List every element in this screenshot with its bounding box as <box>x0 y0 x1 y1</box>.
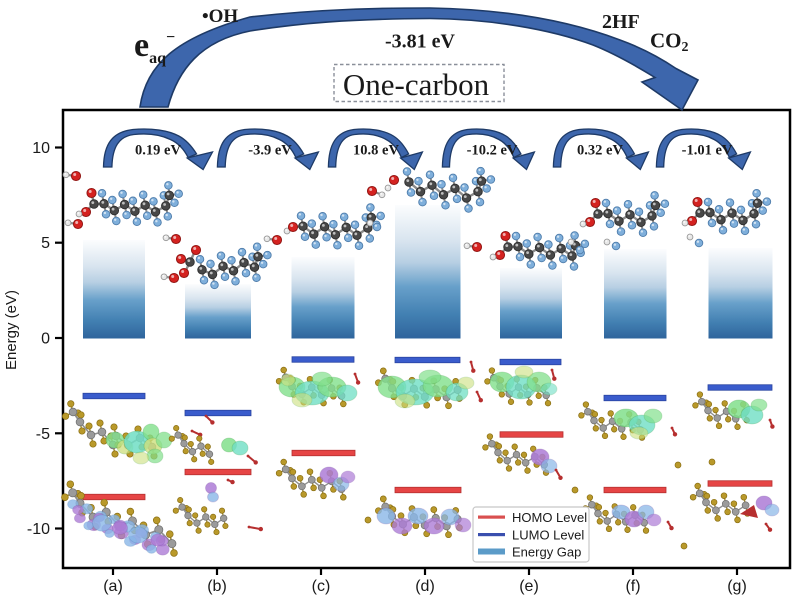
svg-text:Energy Gap: Energy Gap <box>512 545 581 560</box>
svg-text:(g): (g) <box>727 578 747 595</box>
svg-text:5: 5 <box>41 235 50 252</box>
svg-text:(c): (c) <box>312 578 331 595</box>
svg-text:-5: -5 <box>36 426 50 443</box>
svg-text:One-carbon: One-carbon <box>343 67 490 102</box>
svg-text:CO2: CO2 <box>650 29 689 56</box>
svg-text:(e): (e) <box>519 578 539 595</box>
svg-text:2HF: 2HF <box>602 11 640 33</box>
svg-text:0.19 eV: 0.19 eV <box>135 143 181 159</box>
svg-text:(a): (a) <box>103 578 123 595</box>
svg-text:-10: -10 <box>27 521 50 538</box>
svg-text:Energy (eV): Energy (eV) <box>3 290 20 370</box>
svg-text:0: 0 <box>41 331 50 348</box>
svg-text:-3.9 eV: -3.9 eV <box>248 143 292 159</box>
svg-text:(b): (b) <box>207 578 227 595</box>
svg-text:-3.81 eV: -3.81 eV <box>385 31 456 53</box>
svg-text:-1.01 eV: -1.01 eV <box>682 143 733 159</box>
svg-text:HOMO Level: HOMO Level <box>512 510 587 525</box>
svg-text:(f): (f) <box>625 578 640 595</box>
svg-text:•OH: •OH <box>202 6 238 27</box>
svg-text:LUMO Level: LUMO Level <box>512 528 584 543</box>
svg-text:-10.2 eV: -10.2 eV <box>467 143 518 159</box>
svg-text:10.8 eV: 10.8 eV <box>353 143 399 159</box>
svg-text:(d): (d) <box>415 578 435 595</box>
svg-text:0.32 eV: 0.32 eV <box>577 143 623 159</box>
svg-text:10: 10 <box>32 140 50 157</box>
